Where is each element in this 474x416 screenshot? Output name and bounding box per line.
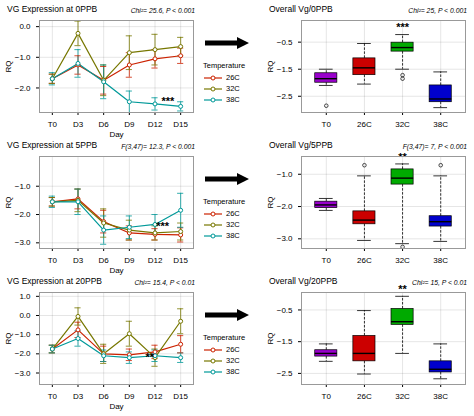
html-text:38C: 38C [226,95,240,104]
svg-text:T0: T0 [322,392,332,401]
svg-text:D6: D6 [99,392,110,401]
svg-text:32C: 32C [395,392,410,401]
svg-text:−0.5: −0.5 [277,38,293,47]
html-text:Chi²= 25.6, P < 0.001: Chi²= 25.6, P < 0.001 [130,7,195,14]
svg-text:**: ** [146,351,155,363]
svg-text:−1.0: −1.0 [15,330,31,339]
html-text:Chi²= 15, P < 0.01: Chi²= 15, P < 0.01 [412,279,467,286]
svg-text:32C: 32C [395,256,410,265]
html-text:32C: 32C [226,220,240,229]
svg-text:RQ: RQ [4,197,13,209]
html-text:Overall Vg/0PPB: Overall Vg/0PPB [269,4,333,14]
html-text:26C: 26C [226,345,240,354]
svg-text:RQ: RQ [4,333,13,345]
svg-text:D9: D9 [124,120,135,129]
svg-text:***: *** [161,95,175,107]
svg-text:D15: D15 [173,120,188,129]
html-text:32C: 32C [226,356,240,365]
html-text:32C: 32C [226,84,240,93]
html-text:38C: 38C [226,231,240,240]
svg-text:**: ** [398,283,407,295]
svg-text:D3: D3 [73,392,84,401]
svg-text:***: *** [156,220,170,232]
svg-text:D15: D15 [173,256,188,265]
html-text:26C: 26C [226,73,240,82]
svg-text:38C: 38C [433,256,448,265]
svg-text:Day: Day [109,130,123,139]
svg-text:D3: D3 [73,256,84,265]
svg-text:−2.0: −2.0 [15,349,31,358]
svg-text:***: *** [396,21,410,33]
html-text:VG Expression at 5PPB: VG Expression at 5PPB [7,140,98,150]
html-text:26C: 26C [226,209,240,218]
html-text:Chi²= 15.4, P < 0.01: Chi²= 15.4, P < 0.01 [134,279,195,286]
svg-text:D9: D9 [124,392,135,401]
svg-text:T0: T0 [322,120,332,129]
html-text:F(3,47)= 12.3, P < 0.001: F(3,47)= 12.3, P < 0.001 [121,143,195,150]
svg-text:38C: 38C [433,392,448,401]
svg-text:−1.0: −1.0 [15,53,31,62]
svg-text:−1.0: −1.0 [277,170,293,179]
svg-text:T0: T0 [48,392,58,401]
svg-text:26C: 26C [357,256,372,265]
html-text:VG Expression at 0PPB: VG Expression at 0PPB [7,4,98,14]
svg-text:RQ: RQ [4,61,13,73]
svg-text:−2.0: −2.0 [15,84,31,93]
svg-text:−3.0: −3.0 [277,234,293,243]
svg-text:D15: D15 [173,392,188,401]
svg-text:T0: T0 [48,120,58,129]
svg-text:−1.0: −1.0 [15,182,31,191]
svg-text:−2.0: −2.0 [15,210,31,219]
svg-text:Day: Day [109,266,123,275]
svg-text:T0: T0 [322,256,332,265]
svg-text:D3: D3 [73,120,84,129]
svg-text:−2.5: −2.5 [277,92,293,101]
svg-text:32C: 32C [395,120,410,129]
svg-text:RQ: RQ [266,197,275,209]
svg-text:−1.5: −1.5 [277,337,293,346]
svg-text:0.0: 0.0 [19,311,31,320]
html-text:Temperature: Temperature [203,61,246,70]
svg-text:D12: D12 [148,256,163,265]
svg-text:38C: 38C [433,120,448,129]
html-text:Temperature: Temperature [203,197,246,206]
html-text:Temperature: Temperature [203,333,246,342]
svg-text:RQ: RQ [266,61,275,73]
svg-text:−3.0: −3.0 [15,369,31,378]
svg-text:D9: D9 [124,256,135,265]
svg-text:D12: D12 [148,392,163,401]
svg-text:D6: D6 [99,256,110,265]
svg-text:RQ: RQ [266,333,275,345]
svg-text:−2.5: −2.5 [277,369,293,378]
svg-text:−0.5: −0.5 [277,306,293,315]
svg-text:T0: T0 [48,256,58,265]
svg-text:0.0: 0.0 [19,22,31,31]
svg-text:26C: 26C [357,120,372,129]
svg-text:−3.0: −3.0 [15,238,31,247]
html-text:VG Expression at 20PPB: VG Expression at 20PPB [7,276,102,286]
html-text:38C: 38C [226,367,240,376]
svg-text:Day: Day [109,402,123,411]
html-text:Overall Vg/5PPB: Overall Vg/5PPB [269,140,333,150]
svg-text:26C: 26C [357,392,372,401]
svg-text:D6: D6 [99,120,110,129]
html-text:Overall Vg/20PPB: Overall Vg/20PPB [269,276,338,286]
svg-text:−2.0: −2.0 [277,202,293,211]
svg-text:1.0: 1.0 [19,292,31,301]
html-text:Chi²= 25, P < 0.001: Chi²= 25, P < 0.001 [408,7,467,14]
svg-text:−1.5: −1.5 [277,65,293,74]
svg-text:D12: D12 [148,120,163,129]
html-text:F(3,47)= 7, P < 0.001: F(3,47)= 7, P < 0.001 [402,143,467,150]
